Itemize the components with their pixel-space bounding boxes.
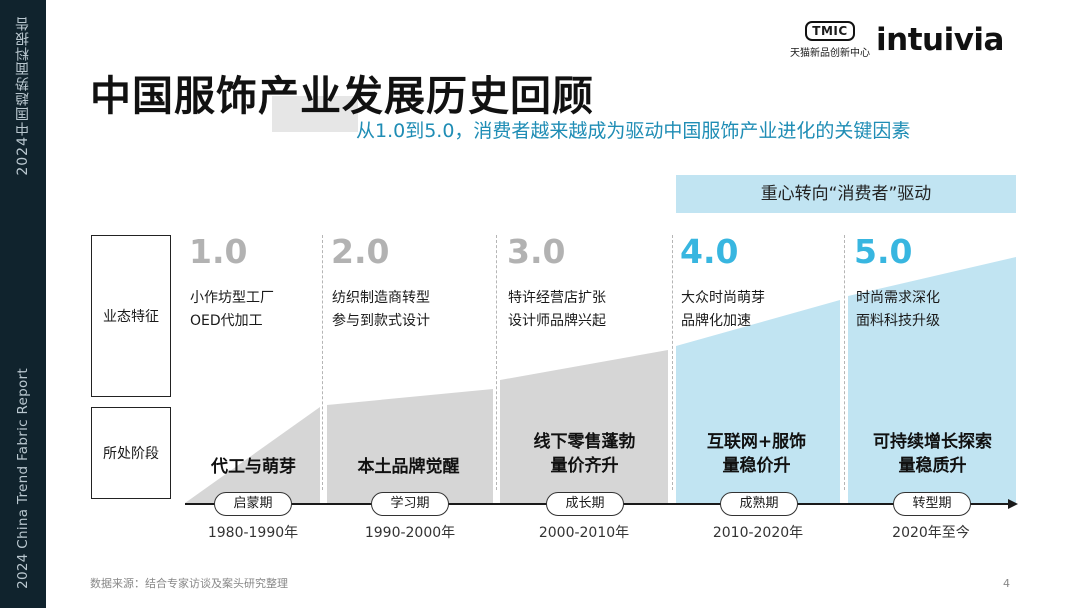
tmic-subtitle: 天猫新品创新中心 [790, 48, 870, 59]
stage-4-feature-1: 大众时尚萌芽 [681, 290, 765, 306]
stage-1-name-line-1: 代工与萌芽 [211, 457, 296, 477]
stage-3-features: 特许经营店扩张 设计师品牌兴起 [508, 287, 606, 333]
stage-divider-3 [672, 235, 673, 490]
timeline-arrow-icon [1008, 499, 1018, 509]
period-pill-1: 启蒙期 [214, 492, 292, 516]
consumer-driven-banner: 重心转向“消费者”驱动 [676, 175, 1016, 213]
stage-5-name-line-2: 量稳质升 [898, 456, 967, 476]
trend-segment-2 [327, 389, 493, 503]
stage-5-feature-1: 时尚需求深化 [856, 290, 940, 306]
stage-2-name: 本土品牌觉醒 [321, 455, 496, 479]
page-title: 中国服饰产业发展历史回顾 [90, 72, 594, 120]
trend-segment-5 [848, 257, 1016, 503]
page-number: 4 [1003, 577, 1010, 590]
stage-1-number: 1.0 [189, 232, 248, 271]
stage-3-feature-1: 特许经营店扩张 [508, 290, 606, 306]
stage-4-number: 4.0 [680, 232, 739, 271]
stage-1-features: 小作坊型工厂 OED代加工 [190, 287, 274, 333]
row-label-stage: 所处阶段 [91, 407, 171, 499]
stage-3-feature-2: 设计师品牌兴起 [508, 313, 606, 329]
row-label-features: 业态特征 [91, 235, 171, 397]
stage-2-name-line-1: 本土品牌觉醒 [357, 457, 460, 477]
years-label-1: 1980-1990年 [207, 525, 299, 541]
stage-divider-2 [496, 235, 497, 490]
stage-divider-4 [844, 235, 845, 490]
stage-divider-1 [322, 235, 323, 490]
title-accent-block [272, 96, 358, 132]
years-label-3: 2000-2010年 [538, 525, 630, 541]
trend-segment-4 [676, 300, 840, 503]
stage-1-feature-1: 小作坊型工厂 [190, 290, 274, 306]
period-pill-3: 成长期 [546, 492, 624, 516]
stage-5-features: 时尚需求深化 面料科技升级 [856, 287, 940, 333]
years-label-2: 1990-2000年 [364, 525, 456, 541]
stage-2-feature-2: 参与到款式设计 [332, 313, 430, 329]
stage-2-feature-1: 纺织制造商转型 [332, 290, 430, 306]
years-label-5: 2020年至今 [892, 525, 970, 541]
stage-1-name: 代工与萌芽 [166, 455, 341, 479]
stage-3-name-line-1: 线下零售蓬勃 [533, 432, 636, 452]
tmic-badge: TMIC [805, 21, 855, 41]
stage-3-number: 3.0 [507, 232, 566, 271]
period-pill-5: 转型期 [893, 492, 971, 516]
stage-5-name-line-1: 可持续增长探索 [873, 432, 992, 452]
stage-1-feature-2: OED代加工 [190, 313, 263, 329]
years-label-4: 2010-2020年 [712, 525, 804, 541]
trend-segment-1 [185, 407, 320, 503]
stage-4-name-line-1: 互联网+服饰 [706, 432, 807, 452]
stage-3-name-line-2: 量价齐升 [550, 456, 619, 476]
stage-4-feature-2: 品牌化加速 [681, 313, 751, 329]
stage-4-features: 大众时尚萌芽 品牌化加速 [681, 287, 765, 333]
page-subtitle: 从1.0到5.0，消费者越来越成为驱动中国服饰产业进化的关键因素 [356, 120, 911, 142]
stage-5-name: 可持续增长探索 量稳质升 [845, 430, 1020, 478]
stage-5-number: 5.0 [854, 232, 913, 271]
period-pill-2: 学习期 [371, 492, 449, 516]
period-pill-4: 成熟期 [720, 492, 798, 516]
intuivia-logo: intuivia [876, 22, 1004, 58]
data-source-note: 数据来源：结合专家访谈及案头研究整理 [90, 577, 288, 590]
stage-4-name: 互联网+服饰 量稳价升 [669, 430, 844, 478]
stage-2-number: 2.0 [331, 232, 390, 271]
trend-segment-3 [500, 350, 668, 503]
stage-5-feature-2: 面料科技升级 [856, 313, 940, 329]
tmic-logo: TMIC 天猫新品创新中心 [790, 20, 870, 59]
stage-2-features: 纺织制造商转型 参与到款式设计 [332, 287, 430, 333]
stage-4-name-line-2: 量稳价升 [722, 456, 791, 476]
stage-3-name: 线下零售蓬勃 量价齐升 [497, 430, 672, 478]
sidebar: 2024中国趋势面料报告 2024 China Trend Fabric Rep… [0, 0, 46, 608]
